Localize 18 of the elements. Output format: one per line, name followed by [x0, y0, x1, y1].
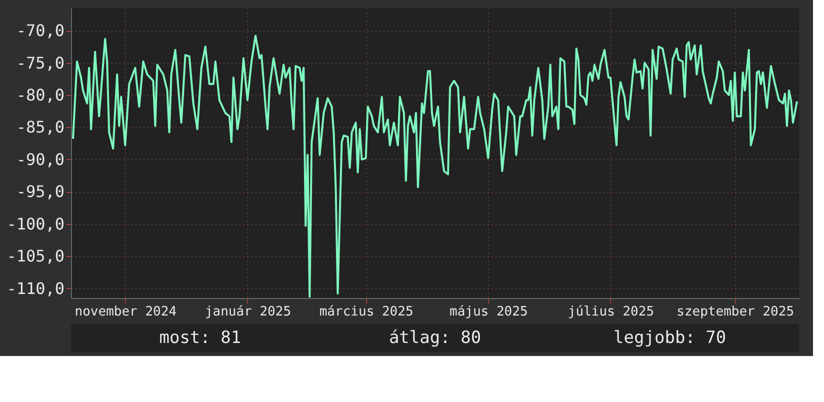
y-tick-label: -95,0: [16, 182, 64, 202]
x-tick-label: július 2025: [568, 304, 654, 320]
y-tick-label: -75,0: [16, 53, 64, 72]
y-tick-label: -90,0: [16, 150, 64, 169]
y-tick-label: -85,0: [16, 118, 64, 137]
x-tick-label: január 2025: [204, 304, 292, 320]
x-tick-label: szeptember 2025: [676, 304, 794, 320]
y-tick-label: -105,0: [6, 246, 64, 266]
x-tick-label: május 2025: [450, 304, 528, 320]
text: átlag: 80: [388, 328, 482, 348]
text: legjobb: 70: [614, 328, 726, 348]
y-tick-label: -100,0: [6, 214, 64, 234]
y-tick-label: -70,0: [16, 21, 64, 40]
y-tick-label: -110,0: [6, 278, 64, 298]
text: most: 81: [159, 328, 242, 348]
x-tick-label: március 2025: [319, 304, 414, 320]
y-tick-label: -80,0: [16, 86, 64, 104]
x-tick-label: november 2024: [74, 304, 177, 320]
